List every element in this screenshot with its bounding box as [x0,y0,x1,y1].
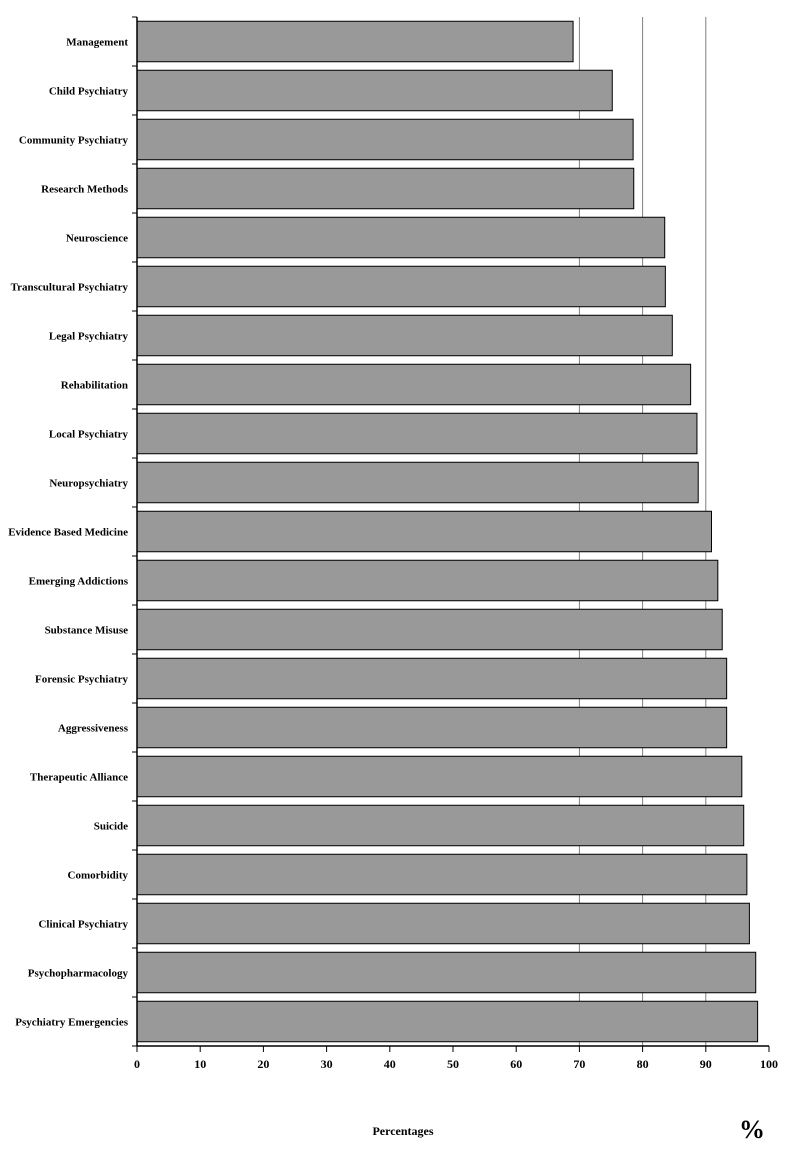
x-tick-label-20: 20 [257,1057,269,1071]
bar-12 [136,608,723,651]
bar-9 [136,461,699,504]
x-tick-label-90: 90 [700,1057,712,1071]
category-label-16: Suicide [94,821,128,833]
category-label-13: Forensic Psychiatry [35,674,128,686]
bar-19 [136,951,757,994]
bar-15 [136,755,743,798]
bar-8 [136,412,698,455]
bar-1 [136,69,613,112]
category-label-18: Clinical Psychiatry [38,919,128,931]
x-tick-label-0: 0 [134,1057,140,1071]
bar-17 [136,853,748,896]
category-label-17: Comorbidity [68,870,129,882]
bar-18 [136,902,750,945]
category-label-14: Aggressiveness [58,723,129,735]
category-label-3: Research Methods [41,184,129,196]
x-tick-labels: 0 10 20 30 40 50 60 70 80 90 100 [134,1057,778,1071]
x-tick-label-70: 70 [573,1057,585,1071]
bar-14 [136,706,728,749]
category-label-0: Management [66,37,128,49]
category-label-7: Rehabilitation [61,380,128,392]
category-label-15: Therapeutic Alliance [30,772,128,784]
category-label-6: Legal Psychiatry [49,331,129,343]
bars [136,20,759,1043]
category-labels: Management Child Psychiatry Community Psyc… [8,37,128,1029]
x-tick-label-60: 60 [510,1057,522,1071]
x-tick-label-10: 10 [194,1057,206,1071]
bar-16 [136,804,745,847]
x-tick-label-30: 30 [321,1057,333,1071]
category-label-5: Transcultural Psychiatry [11,282,129,294]
x-tick-label-80: 80 [637,1057,649,1071]
category-label-20: Psychiatry Emergencies [15,1017,128,1029]
category-label-4: Neuroscience [66,233,128,245]
category-label-8: Local Psychiatry [49,429,129,441]
unit-label: % [739,1115,765,1144]
category-label-10: Evidence Based Medicine [8,527,128,539]
bar-2 [136,118,634,161]
category-label-12: Substance Misuse [45,625,129,637]
bar-20 [136,1000,759,1043]
category-label-2: Community Psychiatry [19,135,129,147]
bar-0 [136,20,574,63]
bar-7 [136,363,692,406]
x-tick-label-100: 100 [760,1057,778,1071]
bar-3 [136,167,635,210]
category-label-19: Psychopharmacology [28,968,129,980]
x-axis-label: Percentages [372,1124,433,1138]
bar-11 [136,559,719,602]
bar-13 [136,657,728,700]
bar-4 [136,216,666,259]
bar-6 [136,314,673,357]
bar-5 [136,265,666,308]
category-label-1: Child Psychiatry [49,86,129,98]
category-label-11: Emerging Addictions [29,576,129,588]
x-tick-label-50: 50 [447,1057,459,1071]
axes [132,16,770,1052]
x-tick-label-40: 40 [384,1057,396,1071]
category-label-9: Neuropsychiatry [49,478,128,490]
bar-10 [136,510,712,553]
